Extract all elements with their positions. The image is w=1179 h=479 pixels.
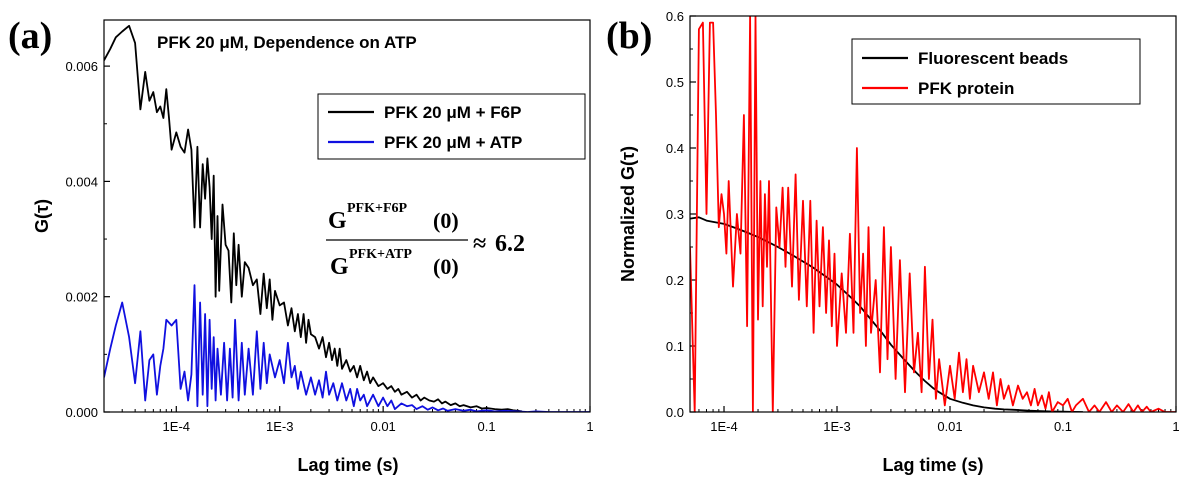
annot-approx: ≈ xyxy=(473,231,486,257)
panel-a-x-tick-label: 0.01 xyxy=(370,419,395,434)
panel-a-legend: PFK 20 μM + F6P PFK 20 μM + ATP xyxy=(317,93,586,160)
annot-num-sup: PFK+F6P xyxy=(347,201,408,216)
panel-a-series-line-1 xyxy=(104,284,590,412)
panel-a-x-tick-label: 1E-3 xyxy=(266,419,293,434)
panel-b-legend-1: PFK protein xyxy=(918,79,1014,98)
panel-b-y-tick-label: 0.5 xyxy=(666,75,684,90)
annot-num-arg: (0) xyxy=(433,208,459,233)
panel-b-x-tick-label: 0.01 xyxy=(937,419,962,434)
panel-b-x-tick-label: 1E-3 xyxy=(823,419,850,434)
annot-value: 6.2 xyxy=(495,231,525,257)
panel-a-x-tick-label: 0.1 xyxy=(478,419,496,434)
panel-a-legend-1: PFK 20 μM + ATP xyxy=(384,133,522,152)
panel-a: (a) PFK 20 μM, Dependence on ATP 1E-4 1E-… xyxy=(8,15,594,475)
panel-a-x-tick-label: 1 xyxy=(586,419,593,434)
panel-b-frame xyxy=(689,15,1177,413)
panel-b-y-tick-label: 0.3 xyxy=(666,207,684,222)
annot-den-base: G xyxy=(330,254,349,280)
panel-b-legend: Fluorescent beads PFK protein xyxy=(851,38,1141,105)
panel-a-ticks: 1E-4 1E-3 0.01 0.1 1 0.000 0.002 0.004 0.006 xyxy=(65,59,593,434)
annot-den-arg: (0) xyxy=(433,254,459,279)
panel-b-legend-0: Fluorescent beads xyxy=(918,49,1068,68)
panel-b-y-tick-label: 0.2 xyxy=(666,273,684,288)
panel-a-y-tick-label: 0.000 xyxy=(65,405,98,420)
panel-a-legend-0: PFK 20 μM + F6P xyxy=(384,103,521,122)
panel-a-x-tick-label: 1E-4 xyxy=(163,419,190,434)
panel-b-x-tick-label: 0.1 xyxy=(1054,419,1072,434)
panel-b-legend-box xyxy=(851,38,1141,105)
panel-a-series-line-0 xyxy=(104,24,523,412)
panel-b-y-tick-label: 0.0 xyxy=(666,405,684,420)
panel-b-series xyxy=(690,16,1176,412)
panel-b-y-tick-label: 0.4 xyxy=(666,141,684,156)
panel-b-ylabel: Normalized G(τ) xyxy=(618,146,638,282)
panel-b-x-tick-label: 1 xyxy=(1172,419,1179,434)
panel-a-label: (a) xyxy=(8,15,52,57)
panel-b-series-line-1 xyxy=(690,16,1176,412)
annot-num-base: G xyxy=(328,208,347,234)
panel-b-x-tick-label: 1E-4 xyxy=(710,419,737,434)
panel-a-series xyxy=(104,24,590,412)
panel-a-ylabel: G(τ) xyxy=(32,199,52,233)
panel-b-xlabel: Lag time (s) xyxy=(882,455,983,475)
annot-den-sup: PFK+ATP xyxy=(349,247,412,262)
panel-a-y-tick-label: 0.006 xyxy=(65,59,98,74)
panel-b-y-tick-label: 0.6 xyxy=(666,9,684,24)
panel-b: (b) 1E-4 1E-3 0.01 0.1 1 0.0 0.1 0.2 0.3 0.4 0.5 0.… xyxy=(606,9,1179,475)
panel-a-annotation: G PFK+F6P (0) G PFK+ATP (0) ≈ 6.2 xyxy=(326,201,525,280)
panel-a-y-tick-label: 0.004 xyxy=(65,174,98,189)
panel-a-title: PFK 20 μM, Dependence on ATP xyxy=(157,33,417,52)
panel-a-legend-box xyxy=(317,93,586,160)
panel-b-label: (b) xyxy=(606,15,652,57)
panel-a-y-tick-label: 0.002 xyxy=(65,290,98,305)
panel-a-xlabel: Lag time (s) xyxy=(297,455,398,475)
panel-b-y-tick-label: 0.1 xyxy=(666,339,684,354)
panel-a-frame xyxy=(103,19,591,413)
